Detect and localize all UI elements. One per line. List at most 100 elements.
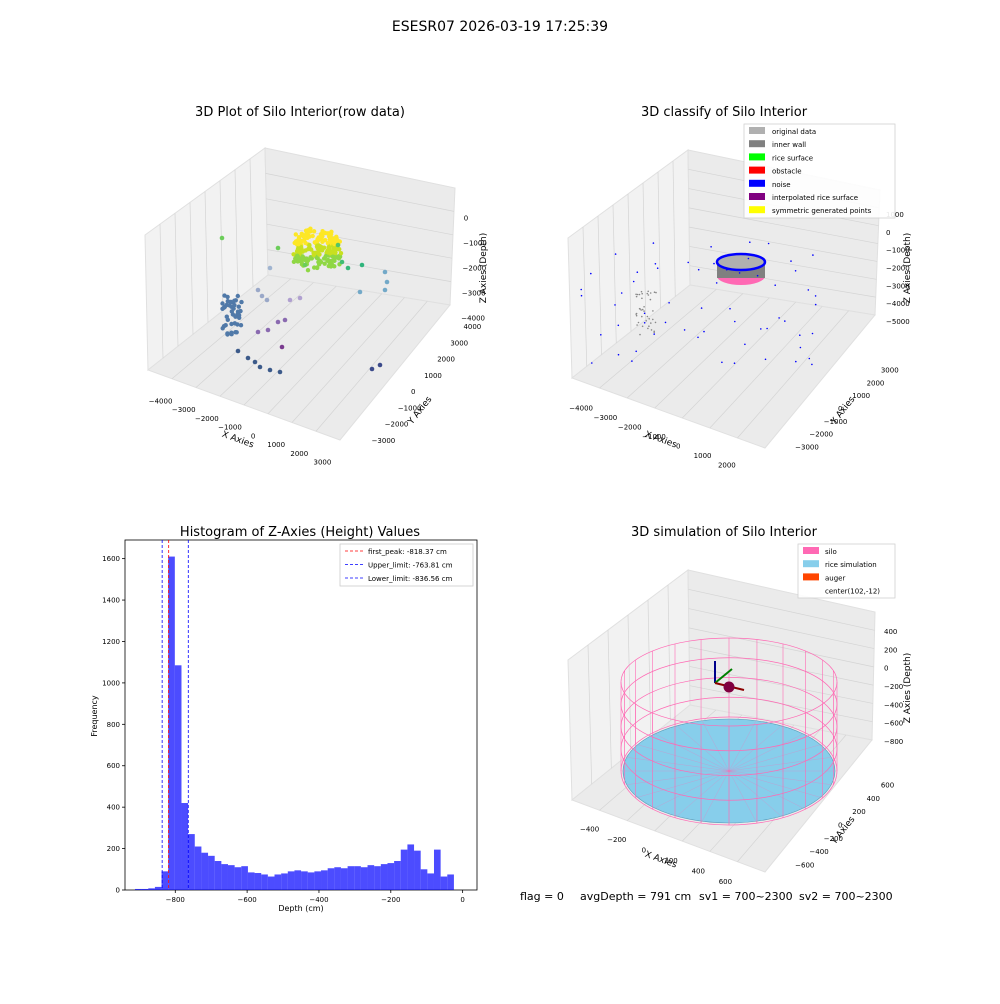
- noise-point: [700, 307, 703, 309]
- cluster-point: [326, 263, 331, 269]
- p4-ytick-0: −600: [795, 861, 814, 869]
- p1-ytick-1: −2000: [385, 421, 409, 429]
- histogram-bar: [360, 867, 368, 890]
- cluster-point: [329, 229, 334, 234]
- p4-grid-b-4: [689, 646, 874, 686]
- noise-point: [807, 289, 810, 291]
- histogram-bar: [201, 852, 209, 890]
- p2-ztick-3: −2000: [886, 265, 910, 273]
- p1-xtick-3: −1000: [218, 424, 242, 432]
- original-point: [641, 325, 644, 328]
- original-point: [652, 318, 654, 321]
- scatter-point: [277, 369, 283, 375]
- histogram-bar: [394, 861, 401, 890]
- p2-grid-c-2: [626, 293, 744, 399]
- histogram-bar: [301, 871, 308, 890]
- cluster-point: [303, 240, 308, 246]
- histogram-bar: [433, 849, 441, 890]
- histogram-bar: [168, 556, 175, 890]
- p1-xtick-0: −4000: [149, 397, 173, 405]
- p1-grid-c-5: [267, 293, 383, 414]
- p1-ztick-1: −1000: [463, 240, 487, 248]
- histogram-bar: [420, 869, 428, 890]
- scatter-point: [302, 262, 308, 268]
- p1-grid-b-1: [265, 173, 455, 212]
- p1-ztick-0: 0: [464, 215, 468, 223]
- p4-grid-a-5: [667, 584, 671, 721]
- histogram-bar: [400, 849, 408, 890]
- cluster-point: [308, 255, 313, 260]
- original-point: [640, 290, 643, 293]
- original-point: [647, 294, 650, 296]
- p1-grid-c-1: [171, 278, 291, 380]
- cluster-point: [326, 244, 331, 250]
- p1-ztick-4: −4000: [461, 315, 485, 323]
- histogram-xtick: −600: [238, 896, 257, 904]
- histogram-xtick: −800: [166, 896, 185, 904]
- p1-xtick-2: −2000: [195, 415, 219, 423]
- noise-point: [808, 357, 811, 360]
- p1-grid-a-3: [189, 202, 194, 335]
- noise-point: [715, 282, 718, 284]
- histogram-bar: [148, 888, 155, 890]
- histogram-bar: [281, 873, 288, 890]
- p1-ytick-3: 0: [411, 388, 415, 396]
- p1-ytick-2: −1000: [398, 404, 422, 412]
- noise-point: [799, 346, 802, 349]
- cluster-point: [328, 251, 333, 256]
- noise-point: [795, 360, 797, 363]
- figure-title: ESESR07 2026-03-19 17:25:39: [392, 19, 608, 35]
- scatter-point: [359, 262, 365, 268]
- histogram-bar: [228, 865, 235, 890]
- flag-text: flag = 0: [520, 890, 564, 903]
- p4-grid-a-2: [607, 629, 612, 769]
- noise-point: [664, 321, 667, 324]
- cluster-point: [296, 258, 301, 264]
- p4-grid-b-3: [688, 627, 874, 668]
- original-point: [650, 322, 652, 324]
- original-point: [640, 309, 642, 311]
- p1-grid-c-6: [291, 297, 405, 423]
- cluster-point: [303, 257, 308, 263]
- p1-ytick-6: 3000: [450, 339, 468, 347]
- noise-point: [643, 322, 646, 324]
- noise-point: [697, 336, 699, 339]
- scatter-point: [382, 269, 388, 275]
- noise-point: [614, 253, 617, 255]
- noise-point: [738, 272, 741, 274]
- p1-ytick-0: −3000: [372, 437, 396, 445]
- p2-ytick-4: 1000: [852, 392, 870, 400]
- histogram-bar: [141, 888, 149, 890]
- legend-swatch: [803, 547, 819, 554]
- histogram-ytick: 600: [107, 762, 120, 770]
- noise-point: [635, 350, 637, 353]
- histogram-ylabel: Frequency: [90, 695, 99, 737]
- noise-point: [713, 262, 715, 265]
- noise-point: [721, 361, 723, 364]
- p2-xtick-1: −3000: [594, 414, 618, 422]
- scatter-point: [335, 242, 341, 248]
- scatter-point: [255, 287, 261, 293]
- wall-point: [224, 314, 229, 319]
- silo-floor-wire: [635, 743, 730, 772]
- legend-swatch: [749, 140, 765, 148]
- histogram-bar: [314, 871, 322, 890]
- legend-label: rice simulation: [825, 561, 877, 569]
- legend-label: rice surface: [772, 154, 813, 162]
- cluster-point: [320, 248, 325, 253]
- p1-ytick-5: 2000: [437, 356, 455, 364]
- p1-ztick-2: −2000: [463, 265, 487, 273]
- noise-point: [814, 303, 817, 306]
- histogram-bar: [174, 665, 182, 890]
- histogram-bar: [214, 861, 222, 890]
- original-point: [647, 290, 649, 293]
- p1-grid-a-1: [159, 224, 164, 359]
- p2-grid-a-1: [582, 226, 588, 367]
- histogram-legend-label: Upper_limit: -763.81 cm: [368, 562, 453, 570]
- cluster-point: [296, 235, 302, 240]
- cluster-point: [305, 268, 311, 273]
- p1-grid-a-2: [174, 213, 179, 347]
- noise-point: [683, 329, 686, 331]
- original-point: [646, 292, 649, 295]
- silo-floor-wire: [728, 770, 834, 786]
